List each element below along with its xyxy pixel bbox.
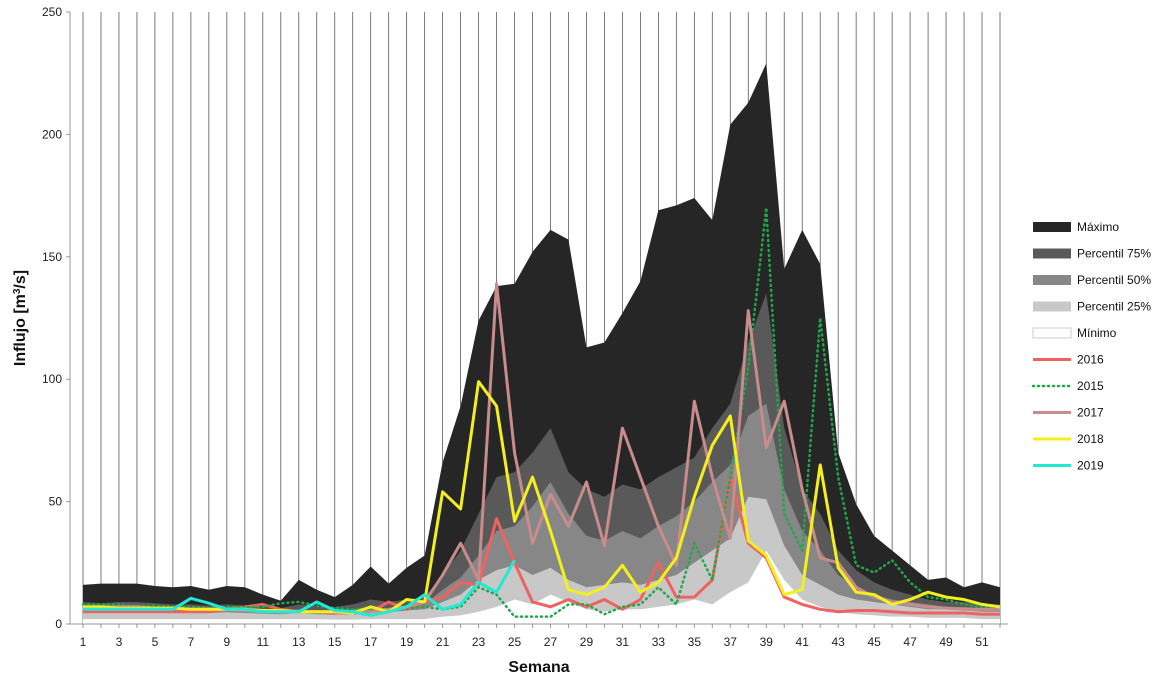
x-tick-label: 47 [903,635,917,649]
x-tick-label: 1 [80,635,87,649]
y-tick-label: 150 [42,250,62,264]
x-tick-label: 11 [257,635,270,649]
x-tick-label: 17 [364,635,378,649]
legend-swatch [1032,327,1072,339]
x-tick-labels: 1 3 5 7 9 11 13 15 17 19 21 23 25 27 29 31 33 35 37 39 41 43 4… [80,624,1001,649]
x-tick-label: 41 [796,635,810,649]
series-lines [81,206,1002,618]
y-axis-title-unit: /s] [12,270,29,289]
legend-label: Máximo [1077,220,1119,234]
legend-swatch [1033,248,1071,259]
legend: Máximo Percentil 75% Percentil 50% Percenti… [1031,220,1151,473]
x-tick-label: 45 [867,635,881,649]
series-line-1 [81,206,1002,618]
x-tick-label: 39 [760,635,774,649]
band-areas [83,63,1000,624]
y-tick-label: 250 [42,5,62,19]
legend-label: 2016 [1077,353,1104,367]
axes [69,12,1008,625]
x-tick-label: 51 [975,635,989,649]
x-tick-label: 7 [188,635,195,649]
x-tick-label: 3 [116,635,123,649]
legend-swatch [1033,222,1071,232]
y-axis-title-main: Influjo [m [12,294,29,366]
x-axis-title: Semana [508,659,569,676]
y-tick-label: 100 [42,372,62,386]
y-tick-label: 0 [55,617,62,631]
legend-swatch [1033,275,1071,285]
y-axis-title-superscript: 3 [12,288,23,294]
y-axis-title: Influjo [m3/s] [12,270,30,366]
x-tick-label: 35 [688,635,702,649]
x-tick-label: 27 [544,635,558,649]
x-tick-label: 49 [939,635,953,649]
legend-label: 2015 [1077,379,1104,393]
x-tick-label: 23 [472,635,486,649]
legend-label: Mínimo [1077,326,1117,340]
y-tick-label: 200 [42,127,62,141]
x-tick-label: 25 [508,635,522,649]
legend-swatch [1033,301,1071,312]
x-tick-label: 19 [400,635,414,649]
x-tick-label: 15 [328,635,342,649]
x-tick-label: 21 [436,635,450,649]
legend-label: 2017 [1077,406,1104,420]
x-tick-label: 37 [724,635,738,649]
y-tick-labels: 0 50 100 150 200 250 [42,5,70,631]
y-tick-label: 50 [49,495,63,509]
series-line-4 [83,559,516,617]
x-tick-label: 13 [292,635,306,649]
legend-label: Percentil 75% [1077,247,1151,261]
legend-label: 2018 [1077,432,1104,446]
x-tick-label: 43 [831,635,845,649]
legend-label: Percentil 25% [1077,300,1151,314]
x-tick-label: 33 [652,635,666,649]
x-tick-label: 31 [616,635,630,649]
legend-label: Percentil 50% [1077,273,1151,287]
legend-label: 2019 [1077,459,1104,473]
x-tick-label: 5 [152,635,159,649]
x-tick-label: 9 [223,635,230,649]
x-tick-label: 29 [580,635,594,649]
